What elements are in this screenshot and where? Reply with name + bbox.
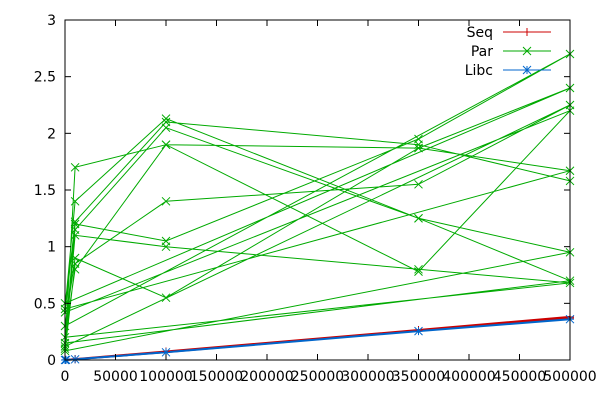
- legend: Seq Par Libc: [465, 25, 551, 79]
- x-tick-label: 100000: [139, 369, 192, 385]
- y-axis: 0 0.5 1 1.5 2 2.5 3: [34, 13, 570, 369]
- data-point-par: [70, 196, 80, 206]
- legend-label-libc: Libc: [465, 63, 493, 79]
- y-tick-label: 3: [47, 13, 56, 29]
- legend-label-par: Par: [471, 44, 493, 60]
- data-point-par: [161, 140, 171, 150]
- x-tick-label: 200000: [240, 369, 293, 385]
- x-axis: 0 50000 1000001500002000002500003000003500…: [61, 20, 597, 385]
- x-tick-label: 350000: [392, 369, 445, 385]
- data-point-par: [414, 140, 423, 150]
- y-tick-label: 1.5: [34, 183, 56, 199]
- data-point-par: [70, 217, 80, 227]
- data-point-par: [161, 196, 171, 206]
- y-tick-label: 0: [47, 353, 56, 369]
- y-tick-label: 2: [47, 126, 56, 142]
- series-line-par: [64, 53, 572, 352]
- x-tick-label: 250000: [291, 369, 344, 385]
- data-point-par: [414, 264, 423, 274]
- y-tick-label: 1: [47, 240, 56, 256]
- data-point-par: [161, 293, 171, 303]
- legend-marker-par: [522, 46, 532, 56]
- data-point-par: [161, 114, 171, 123]
- legend-marker-libc: [522, 65, 532, 75]
- series-line-libc: [64, 318, 571, 361]
- x-tick-label: 500000: [543, 369, 596, 385]
- x-tick-label: 300000: [341, 369, 394, 385]
- plot-lines: [64, 53, 572, 361]
- x-tick-label: 50000: [93, 369, 138, 385]
- data-point-par: [161, 242, 171, 252]
- y-tick-label: 2.5: [34, 70, 56, 86]
- y-tick-label: 0.5: [34, 296, 56, 312]
- x-tick-label: 450000: [493, 369, 546, 385]
- data-point-par: [70, 162, 80, 172]
- legend-marker-seq: [523, 28, 531, 36]
- data-point-par: [414, 213, 423, 223]
- legend-label-seq: Seq: [467, 25, 493, 41]
- data-point-par: [70, 264, 80, 274]
- data-point-par: [414, 143, 423, 153]
- x-tick-label: 150000: [190, 369, 243, 385]
- data-markers: [60, 49, 575, 365]
- data-point-par: [414, 267, 423, 276]
- x-tick-label: 400000: [442, 369, 495, 385]
- data-point-libc: [70, 354, 80, 364]
- data-point-par: [70, 230, 80, 240]
- data-point-libc: [414, 326, 423, 336]
- data-point-par: [161, 117, 171, 127]
- data-point-par: [414, 179, 423, 189]
- x-tick-label: 0: [61, 369, 70, 385]
